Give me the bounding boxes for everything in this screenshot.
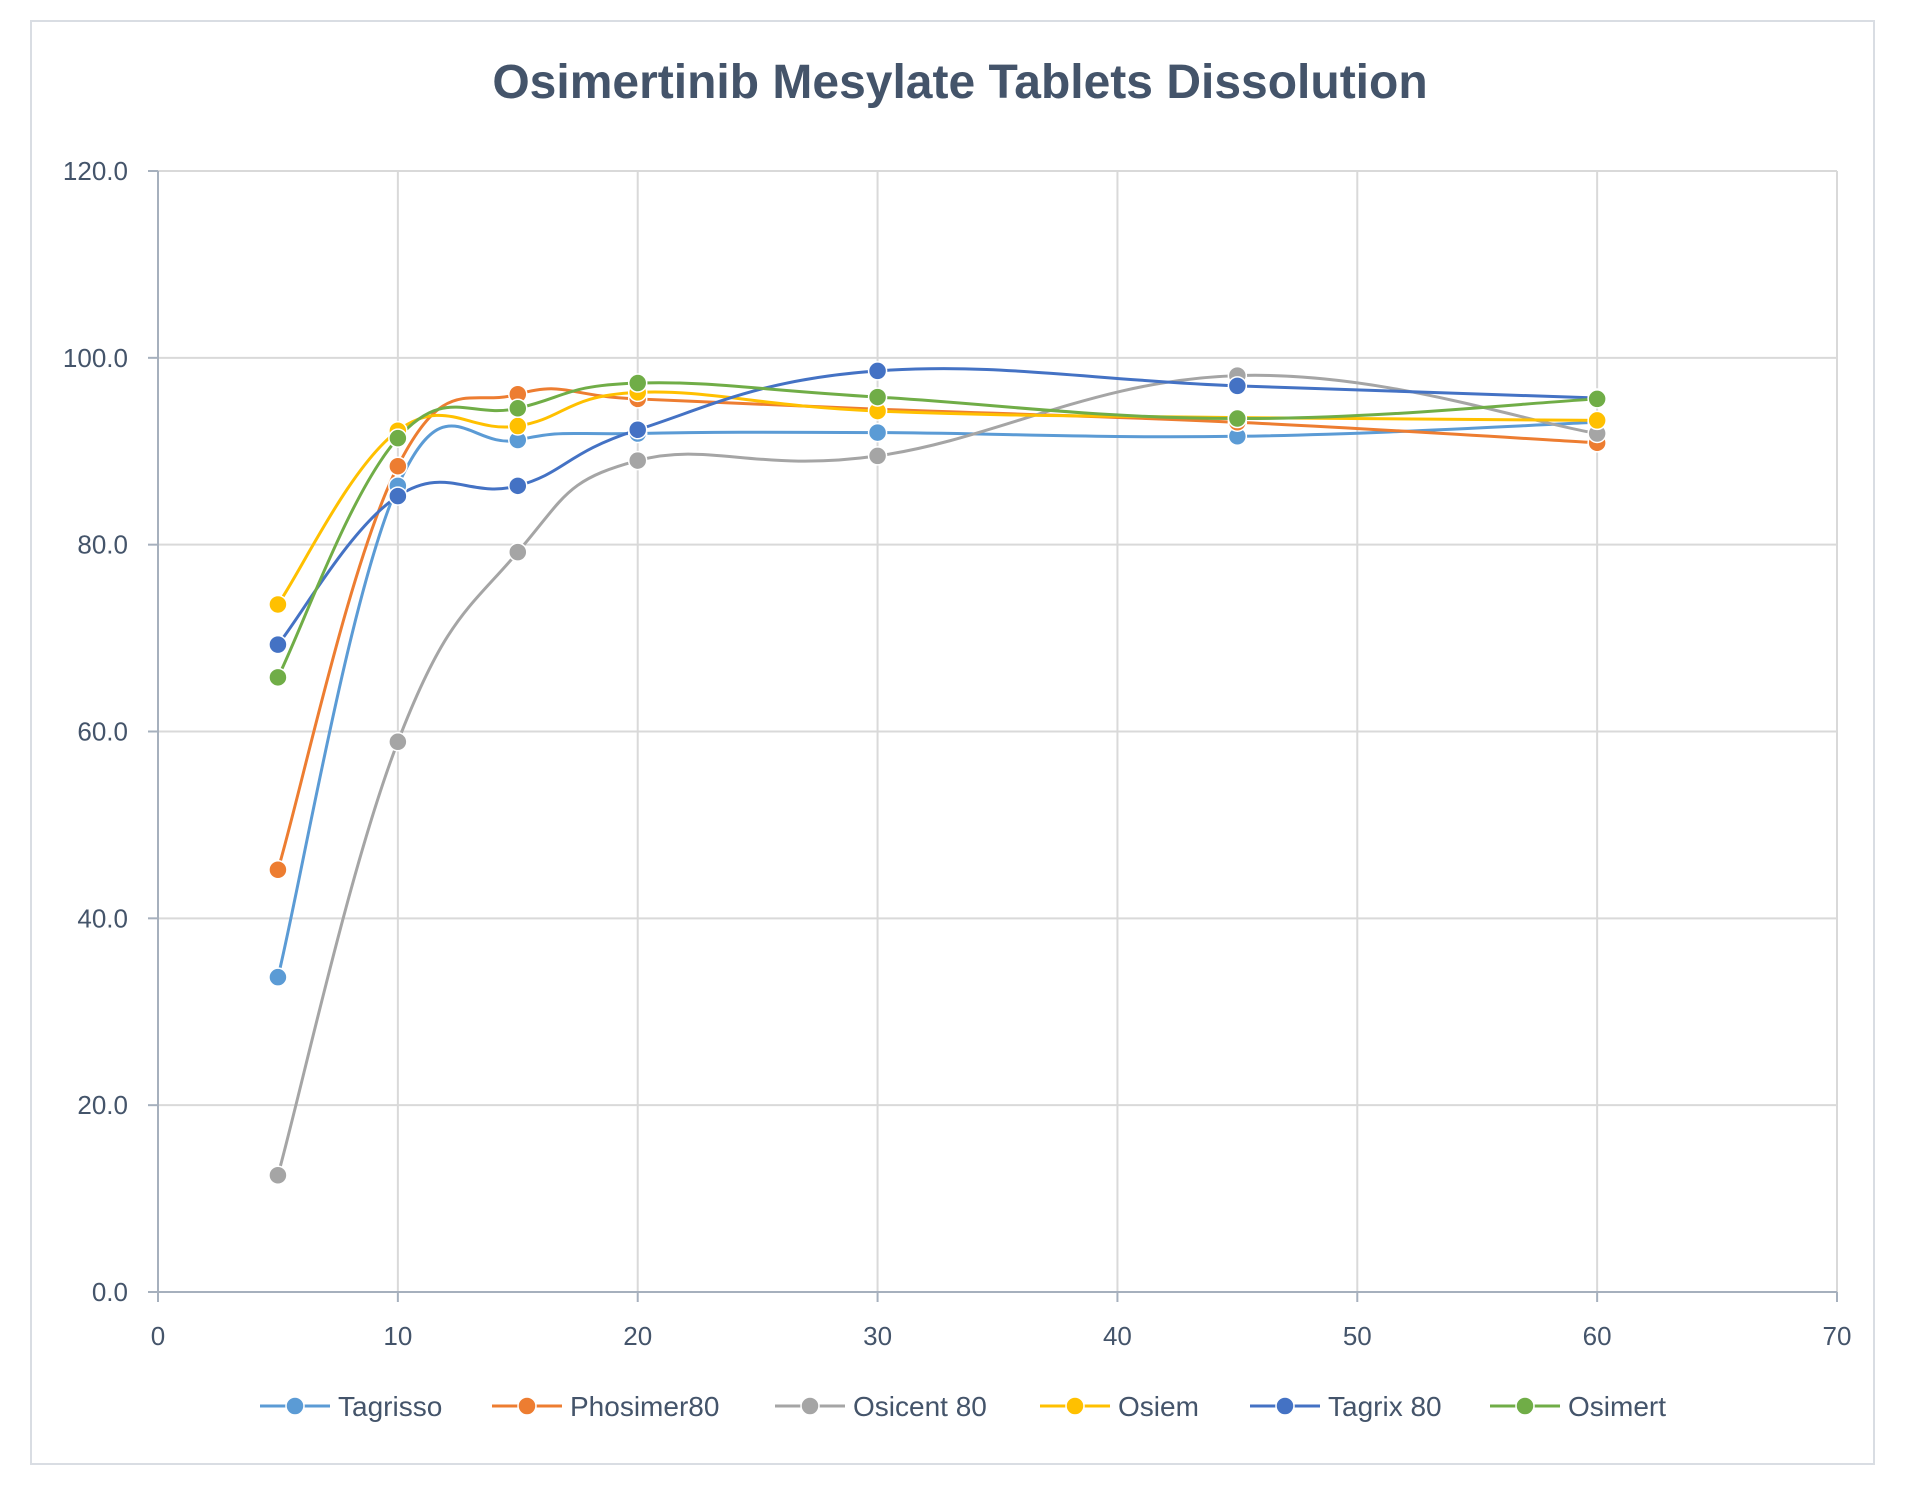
series-line-osimert xyxy=(276,381,1598,678)
legend-marker xyxy=(1275,1396,1295,1416)
legend: Tagrisso Phosimer80 Osicent 80 Osiem Tagrix … xyxy=(260,1391,1666,1422)
data-point xyxy=(1227,408,1248,429)
data-point xyxy=(508,542,528,562)
data-point xyxy=(1227,376,1248,396)
data-point xyxy=(1587,410,1607,431)
legend-label: Tagrisso xyxy=(338,1391,442,1422)
legend-label: Osicent 80 xyxy=(853,1391,987,1422)
data-point xyxy=(867,361,888,381)
legend-marker xyxy=(285,1396,305,1416)
legend-marker xyxy=(1065,1396,1085,1416)
y-tick-label: 40.0 xyxy=(77,903,128,933)
y-tick-label: 60.0 xyxy=(77,717,128,747)
data-point xyxy=(867,446,888,466)
data-point xyxy=(268,667,288,688)
x-tick-label: 30 xyxy=(863,1321,892,1351)
y-tick-label: 100.0 xyxy=(63,343,128,373)
chart-frame xyxy=(30,20,1875,1465)
data-point xyxy=(627,373,648,393)
x-tick-label: 0 xyxy=(151,1321,165,1351)
x-tick-label: 20 xyxy=(623,1321,652,1351)
series-line-osiem xyxy=(276,390,1598,606)
y-tick-label: 20.0 xyxy=(77,1090,128,1120)
series-lines xyxy=(276,367,1598,1176)
data-point xyxy=(388,428,408,448)
gridlines xyxy=(158,170,1838,1292)
data-point xyxy=(627,450,648,471)
x-tick-label: 10 xyxy=(383,1321,412,1351)
x-tick-label: 50 xyxy=(1343,1321,1372,1351)
data-point xyxy=(867,387,888,407)
data-point xyxy=(268,967,288,987)
tick-labels: 0.0 20.0 40.0 60.0 80.0 100.0 120.0 0 10 20 30 40 50… xyxy=(63,156,1852,1351)
x-tick-label: 40 xyxy=(1103,1321,1132,1351)
data-point xyxy=(1587,389,1607,409)
series-line-phosimer80 xyxy=(276,387,1598,871)
data-point xyxy=(508,398,528,419)
data-point xyxy=(388,732,408,752)
legend-marker xyxy=(1515,1396,1535,1416)
legend-label: Osimert xyxy=(1568,1391,1666,1422)
legend-marker xyxy=(517,1396,537,1416)
y-tick-label: 120.0 xyxy=(63,156,128,186)
legend-label: Phosimer80 xyxy=(570,1391,719,1422)
series-line-tagrix-80 xyxy=(276,367,1598,646)
y-tick-label: 0.0 xyxy=(92,1277,128,1307)
legend-marker xyxy=(800,1396,820,1416)
data-point xyxy=(268,594,288,615)
data-point xyxy=(508,476,528,496)
series-line-tagrisso xyxy=(276,420,1598,978)
data-point xyxy=(388,486,408,506)
data-point xyxy=(388,456,408,476)
series-points xyxy=(268,361,1607,1185)
data-point xyxy=(508,416,528,436)
data-point xyxy=(627,420,648,440)
series-line-osicent-80 xyxy=(276,373,1598,1176)
legend-label: Osiem xyxy=(1118,1391,1199,1422)
data-point xyxy=(268,634,288,655)
axes xyxy=(148,170,1838,1302)
y-tick-label: 80.0 xyxy=(77,530,128,560)
data-point xyxy=(268,860,288,880)
data-point xyxy=(268,1165,288,1185)
chart-title: Osimertinib Mesylate Tablets Dissolution xyxy=(492,56,1428,109)
data-point xyxy=(867,422,888,443)
legend-label: Tagrix 80 xyxy=(1328,1391,1442,1422)
x-tick-label: 70 xyxy=(1823,1321,1852,1351)
x-tick-label: 60 xyxy=(1583,1321,1612,1351)
